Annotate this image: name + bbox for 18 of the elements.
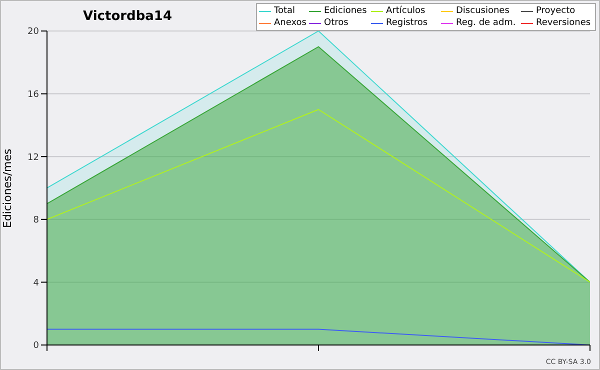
legend-label: Artículos xyxy=(386,5,426,17)
legend-label: Discusiones xyxy=(456,5,510,17)
legend-label: Reg. de adm. xyxy=(456,17,516,29)
chart-title: Victordba14 xyxy=(83,9,172,24)
y-tick-label: 20 xyxy=(28,27,40,38)
y-axis-title: Ediciones/mes xyxy=(0,148,14,228)
y-tick-label: 0 xyxy=(33,341,40,352)
legend-label: Otros xyxy=(324,17,348,29)
legend-label: Anexos xyxy=(274,17,306,29)
legend-label: Ediciones xyxy=(324,5,367,17)
legend-label: Reversiones xyxy=(536,17,591,29)
legend-label: Total xyxy=(274,5,296,17)
legend-label: Registros xyxy=(386,17,428,29)
y-tick-label: 12 xyxy=(28,152,39,163)
y-tick-label: 8 xyxy=(33,216,40,226)
legend-label: Proyecto xyxy=(536,5,576,17)
y-tick-label: 4 xyxy=(33,278,40,288)
y-tick-label: 16 xyxy=(28,90,40,100)
